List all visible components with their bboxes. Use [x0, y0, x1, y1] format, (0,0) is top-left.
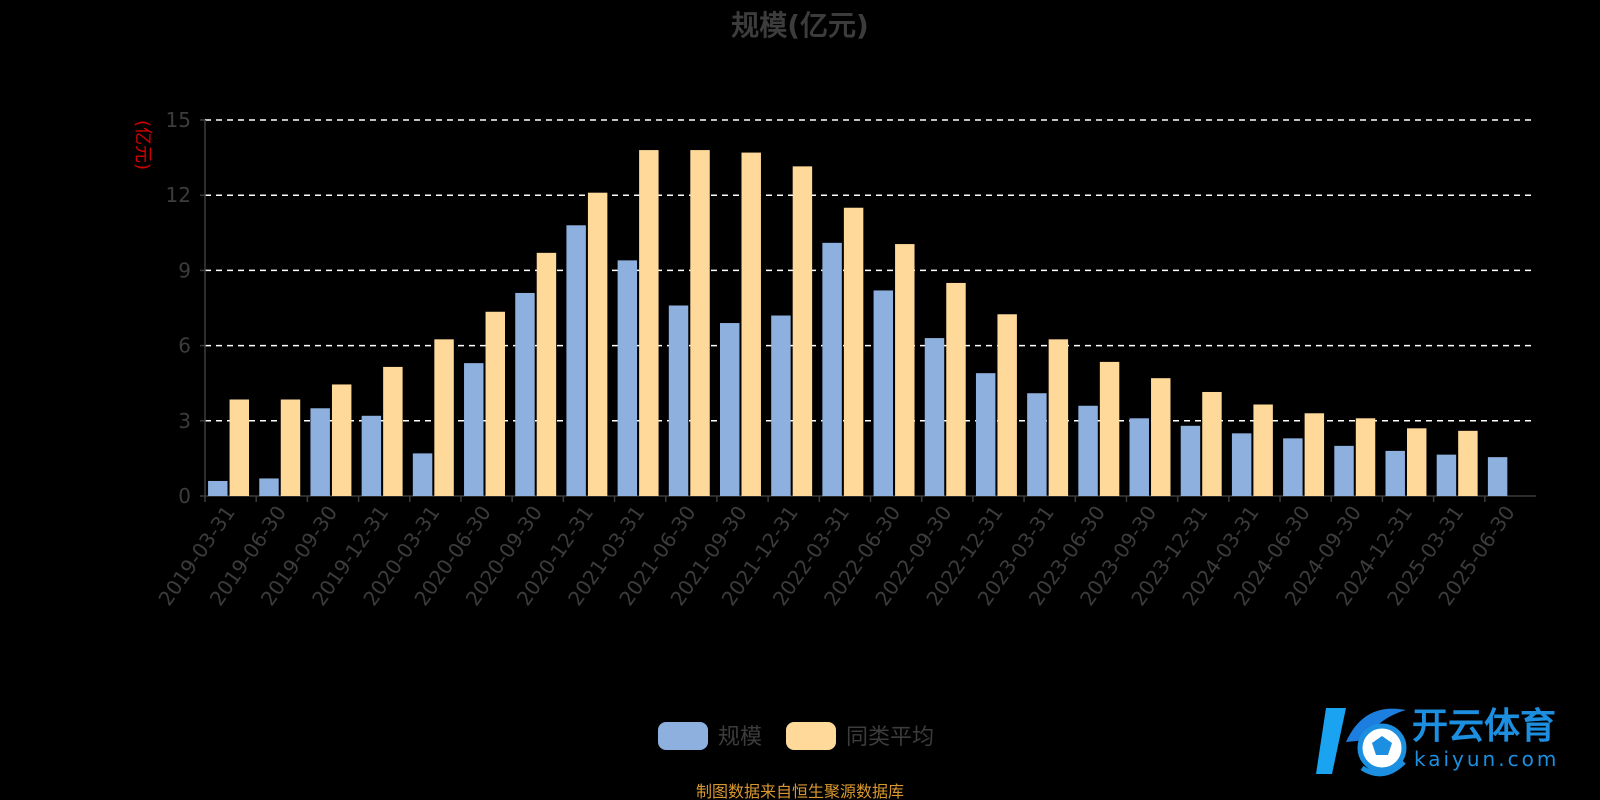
- bar-scale: [1385, 450, 1405, 496]
- bar-peer-average: [895, 244, 915, 496]
- bar-scale: [771, 315, 791, 496]
- bar-scale: [1027, 393, 1047, 496]
- bar-peer-average: [434, 339, 454, 496]
- legend-swatch: [658, 722, 708, 750]
- bar-peer-average: [1253, 404, 1273, 496]
- x-tick-labels: 2019-03-312019-06-302019-09-302019-12-31…: [153, 501, 1519, 610]
- bar-scale: [822, 242, 842, 496]
- bar-peer-average: [331, 384, 352, 496]
- bar-scale: [975, 373, 996, 496]
- bar-peer-average: [1458, 430, 1478, 496]
- bar-scale: [1078, 405, 1098, 496]
- legend-item[interactable]: 规模: [658, 722, 762, 750]
- y-tick-label: 6: [178, 334, 191, 358]
- bar-scale: [464, 363, 484, 496]
- bar-scale: [1231, 433, 1252, 496]
- y-tick-label: 15: [166, 108, 191, 132]
- bar-scale: [617, 260, 638, 496]
- bar-scale: [873, 290, 894, 496]
- bar-peer-average: [946, 282, 966, 496]
- y-axis-title: (亿元): [132, 120, 153, 170]
- bar-scale: [668, 305, 689, 496]
- y-tick-label: 0: [178, 484, 191, 508]
- bar-scale: [719, 323, 740, 496]
- bar-scale: [1334, 445, 1354, 496]
- bar-peer-average: [536, 252, 557, 496]
- kaiyun-logo: 开云体育 kaiyun.com: [1316, 706, 1559, 777]
- bar-peer-average: [843, 207, 864, 496]
- grid-layer: [205, 119, 1536, 422]
- y-tick-label: 12: [166, 183, 191, 207]
- bar-layer: [208, 150, 1508, 496]
- bar-peer-average: [383, 366, 403, 496]
- bar-scale: [259, 478, 279, 496]
- bar-peer-average: [229, 399, 250, 496]
- bar-scale: [566, 225, 586, 496]
- bar-scale: [515, 292, 535, 496]
- bar-peer-average: [280, 399, 301, 496]
- source-note: 制图数据来自恒生聚源数据库: [695, 782, 904, 800]
- legend-swatch: [786, 722, 836, 750]
- bar-peer-average: [1151, 378, 1171, 496]
- legend-item[interactable]: 同类平均: [786, 722, 934, 750]
- bar-peer-average: [1202, 391, 1222, 496]
- legend-label: 规模: [718, 725, 762, 750]
- chart-title: 规模(亿元): [731, 9, 869, 42]
- bar-peer-average: [485, 311, 505, 496]
- bar-scale: [412, 453, 433, 496]
- bar-peer-average: [741, 152, 761, 496]
- bar-scale: [1436, 454, 1457, 496]
- bar-scale: [208, 480, 228, 496]
- bar-peer-average: [997, 314, 1017, 496]
- bar-peer-average: [587, 192, 608, 496]
- logo-brand-cn: 开云体育: [1412, 706, 1556, 747]
- bar-peer-average: [1406, 428, 1427, 496]
- bar-peer-average: [690, 150, 710, 496]
- bar-peer-average: [1355, 418, 1376, 496]
- y-tick-label: 9: [178, 258, 191, 282]
- legend[interactable]: 规模 同类平均: [658, 722, 934, 750]
- legend-label: 同类平均: [846, 725, 934, 750]
- logo-brand-en: kaiyun.com: [1414, 747, 1559, 771]
- y-tick-label: 3: [178, 409, 191, 433]
- bar-scale: [1283, 438, 1303, 496]
- bar-peer-average: [1048, 339, 1069, 496]
- bar-peer-average: [1304, 413, 1325, 496]
- bar-scale: [1180, 425, 1201, 496]
- bar-peer-average: [639, 150, 659, 496]
- bar-scale: [1487, 457, 1508, 496]
- logo-mark-icon: [1316, 708, 1407, 777]
- bar-peer-average: [1099, 361, 1120, 496]
- bar-scale: [1129, 418, 1149, 496]
- bar-scale: [924, 338, 945, 496]
- bar-scale: [361, 415, 382, 496]
- bar-peer-average: [792, 166, 813, 496]
- bar-scale: [310, 408, 330, 496]
